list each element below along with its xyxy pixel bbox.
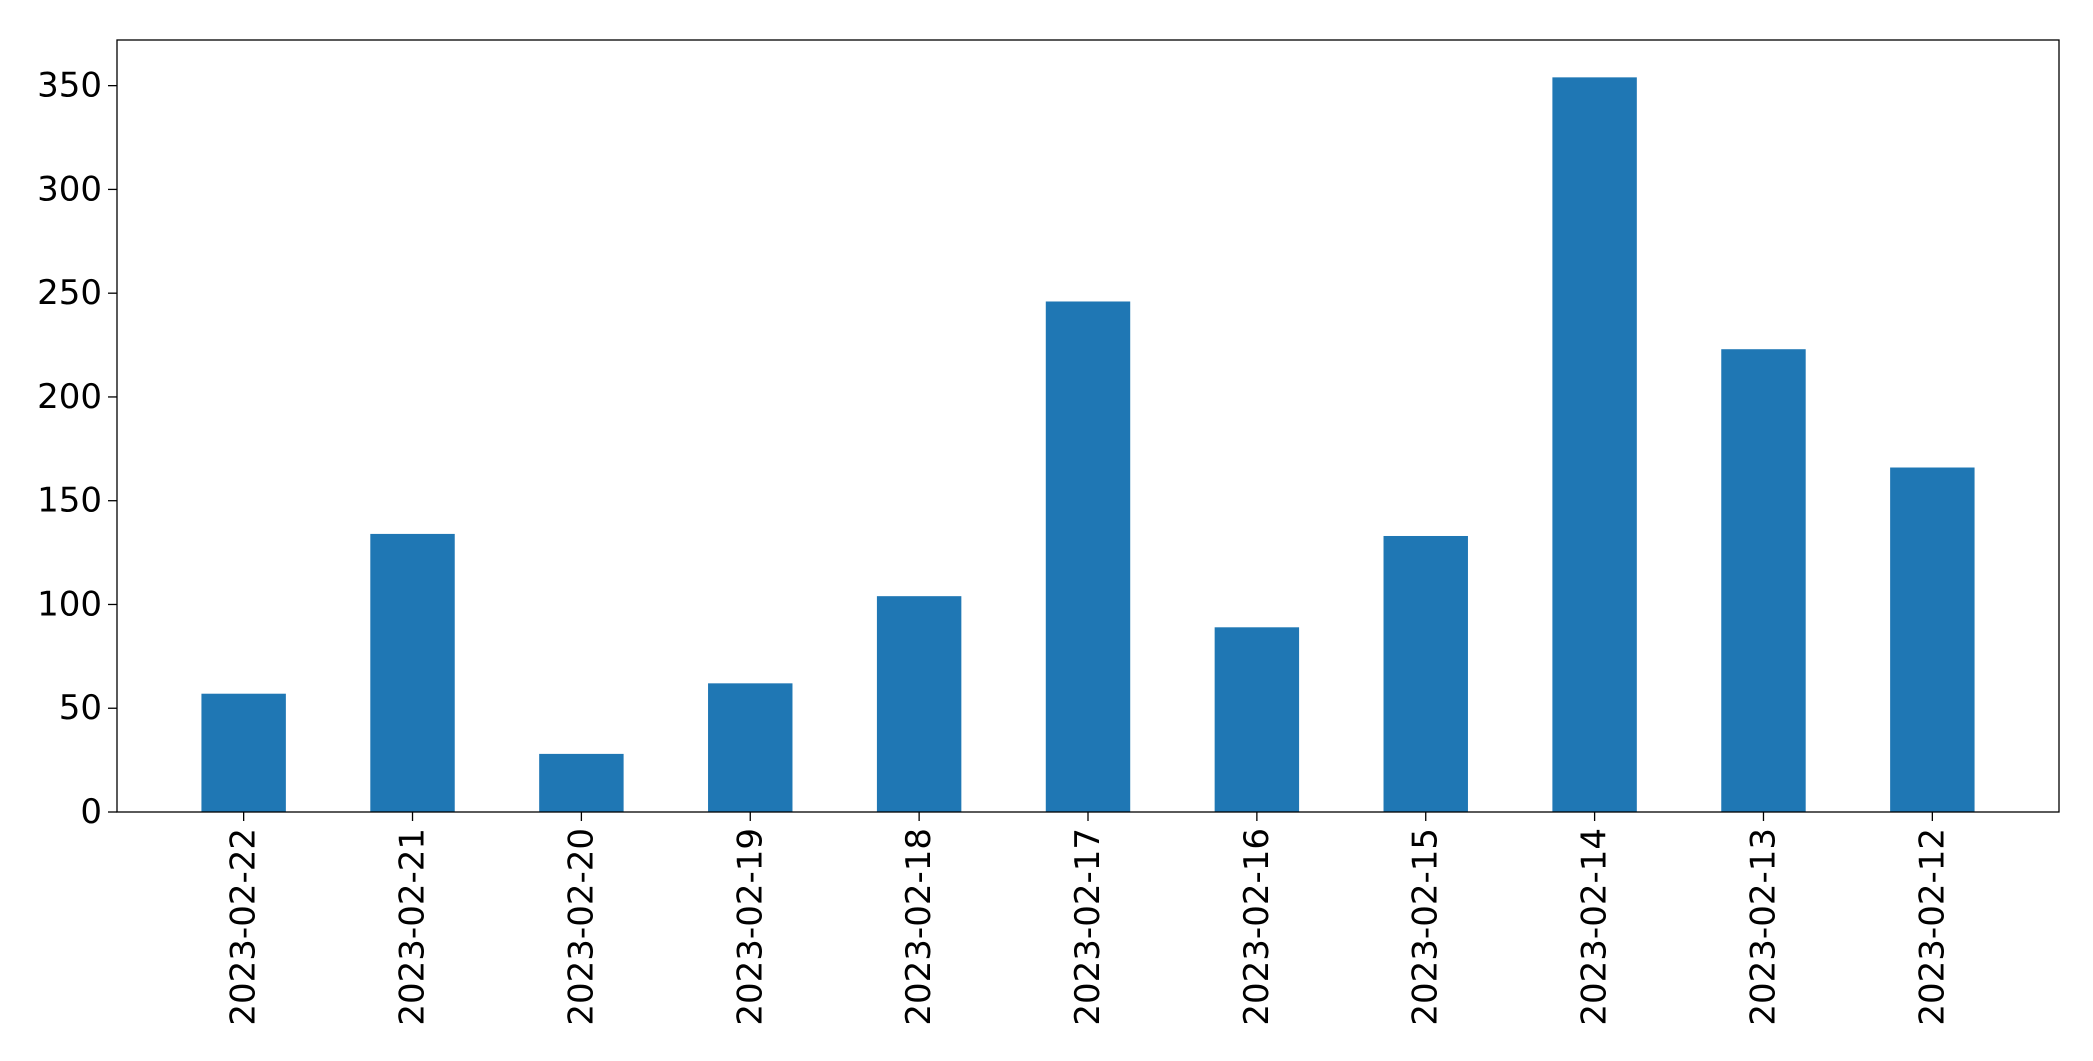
bar (370, 533, 455, 812)
x-tick-label: 2023-02-14 (1575, 828, 1615, 1026)
bar (708, 683, 793, 812)
bar (876, 596, 962, 812)
y-tick-label: 250 (37, 273, 102, 313)
x-tick-label: 2023-02-18 (899, 828, 939, 1026)
y-tick-label: 150 (37, 481, 102, 521)
y-axis: 0 50 100 150 200 250 300 350 (37, 66, 117, 832)
x-tick-label: 2023-02-13 (1743, 828, 1783, 1026)
x-tick-label: 2023-02-12 (1912, 828, 1952, 1026)
bar (1890, 467, 1975, 812)
x-tick-label: 2023-02-16 (1237, 828, 1277, 1026)
bar (1721, 349, 1806, 812)
bar (1552, 77, 1637, 812)
bars-group (201, 77, 1975, 812)
x-tick-label: 2023-02-19 (730, 828, 770, 1026)
bar (201, 693, 286, 812)
y-tick-label: 300 (37, 169, 102, 209)
bar (1214, 627, 1300, 812)
y-tick-label: 0 (80, 792, 102, 832)
bar (1383, 535, 1468, 812)
y-tick-label: 50 (59, 688, 102, 728)
y-tick-label: 100 (37, 584, 102, 624)
bar (1045, 301, 1131, 812)
x-axis: 2023-02-22 2023-02-21 2023-02-20 2023-02-19… (224, 812, 1952, 1026)
x-tick-label: 2023-02-22 (224, 828, 264, 1026)
y-tick-label: 200 (37, 377, 102, 417)
x-tick-label: 2023-02-21 (393, 828, 433, 1026)
x-tick-label: 2023-02-20 (561, 828, 601, 1026)
bar (539, 753, 624, 812)
x-tick-label: 2023-02-17 (1068, 828, 1108, 1026)
y-tick-label: 350 (37, 66, 102, 106)
x-tick-label: 2023-02-15 (1406, 828, 1446, 1026)
